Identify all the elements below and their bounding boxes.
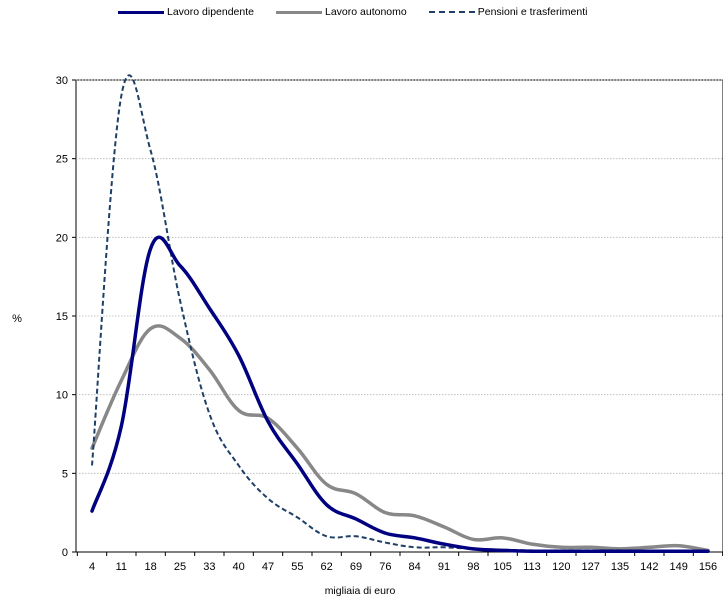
legend-swatch-pensioni — [428, 11, 475, 13]
legend-item-lavoro-dipendente: Lavoro dipendente — [118, 6, 254, 18]
y-axis-ticks: 0 5 10 15 20 25 30 — [56, 75, 76, 559]
x-tick-label: 84 — [409, 561, 421, 573]
x-tick-label: 62 — [321, 561, 333, 573]
x-tick-label: 149 — [669, 561, 687, 573]
x-tick-label: 47 — [262, 561, 274, 573]
y-tick-label: 10 — [56, 390, 68, 402]
x-tick-label: 25 — [174, 561, 186, 573]
x-axis-ticks: 4 11 18 25 33 40 47 55 62 69 76 84 91 98 105 113 120 127 1… — [76, 552, 723, 573]
series-lines — [90, 74, 710, 554]
y-tick-label: 15 — [56, 311, 68, 323]
x-tick-label: 33 — [203, 561, 215, 573]
x-tick-label: 76 — [379, 561, 391, 573]
x-tick-label: 55 — [291, 561, 303, 573]
legend-label-lavoro-dipendente: Lavoro dipendente — [167, 6, 254, 18]
x-tick-label: 11 — [116, 561, 127, 573]
legend-swatch-lavoro-autonomo — [276, 10, 322, 14]
legend-item-lavoro-autonomo: Lavoro autonomo — [276, 6, 407, 18]
x-tick-label: 18 — [145, 561, 157, 573]
x-tick-label: 135 — [611, 561, 629, 573]
x-tick-label: 120 — [552, 561, 570, 573]
x-tick-label: 40 — [233, 561, 245, 573]
chart-legend: Lavoro dipendente Lavoro autonomo Pensio… — [118, 6, 609, 18]
y-axis-label: % — [12, 313, 22, 325]
legend-label-lavoro-autonomo: Lavoro autonomo — [325, 6, 407, 18]
y-tick-label: 25 — [56, 154, 68, 166]
x-tick-label: 69 — [350, 561, 362, 573]
x-tick-label: 113 — [523, 561, 541, 573]
y-tick-label: 0 — [62, 547, 68, 559]
x-axis-label: migliaia di euro — [325, 585, 396, 597]
x-tick-label: 142 — [640, 561, 658, 573]
x-tick-label: 156 — [699, 561, 717, 573]
y-tick-label: 30 — [56, 75, 68, 87]
x-tick-label: 105 — [493, 561, 511, 573]
series-line-pensioni-e-trasferimenti — [91, 74, 708, 553]
x-tick-label: 4 — [89, 561, 95, 573]
y-tick-label: 20 — [56, 232, 68, 244]
x-tick-label: 127 — [581, 561, 599, 573]
series-line-lavoro-dipendente — [90, 235, 710, 554]
legend-item-pensioni: Pensioni e trasferimenti — [428, 6, 588, 18]
legend-label-pensioni: Pensioni e trasferimenti — [477, 6, 588, 18]
y-tick-label: 5 — [62, 468, 68, 480]
x-tick-label: 91 — [438, 561, 450, 573]
x-tick-label: 98 — [467, 561, 479, 573]
legend-swatch-lavoro-dipendente — [118, 10, 164, 14]
